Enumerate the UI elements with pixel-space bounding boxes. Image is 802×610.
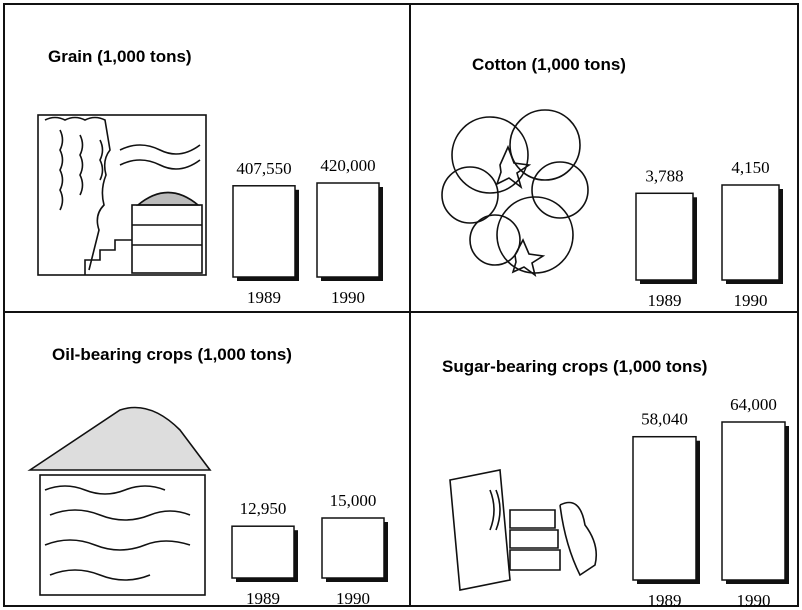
bar (633, 437, 696, 580)
category-label: 1990 (331, 288, 365, 307)
oil-illustration (30, 408, 210, 596)
infographic: Grain (1,000 tons) 407,550 1989 420,000 1990… (0, 0, 802, 610)
bar (233, 186, 295, 277)
value-label: 15,000 (330, 491, 377, 510)
value-label: 58,040 (641, 410, 688, 429)
panel-title: Sugar-bearing crops (1,000 tons) (442, 357, 707, 376)
bar (722, 185, 779, 280)
category-label: 1989 (648, 291, 682, 310)
category-label: 1990 (737, 591, 771, 610)
category-label: 1989 (247, 288, 281, 307)
value-label: 420,000 (320, 156, 375, 175)
value-label: 3,788 (645, 166, 683, 185)
bar (232, 526, 294, 578)
bar (317, 183, 379, 277)
value-label: 407,550 (236, 159, 291, 178)
panel-title: Grain (1,000 tons) (48, 47, 192, 66)
value-label: 4,150 (731, 158, 769, 177)
value-label: 64,000 (730, 395, 777, 414)
bar (322, 518, 384, 578)
cotton-illustration (442, 110, 588, 275)
category-label: 1990 (336, 589, 370, 608)
panel-title: Cotton (1,000 tons) (472, 55, 626, 74)
category-label: 1989 (246, 589, 280, 608)
sugar-illustration (450, 470, 596, 590)
category-label: 1990 (734, 291, 768, 310)
grain-illustration (38, 115, 206, 275)
panel-title: Oil-bearing crops (1,000 tons) (52, 345, 292, 364)
bar (636, 193, 693, 280)
value-label: 12,950 (240, 499, 287, 518)
bar (722, 422, 785, 580)
category-label: 1989 (648, 591, 682, 610)
